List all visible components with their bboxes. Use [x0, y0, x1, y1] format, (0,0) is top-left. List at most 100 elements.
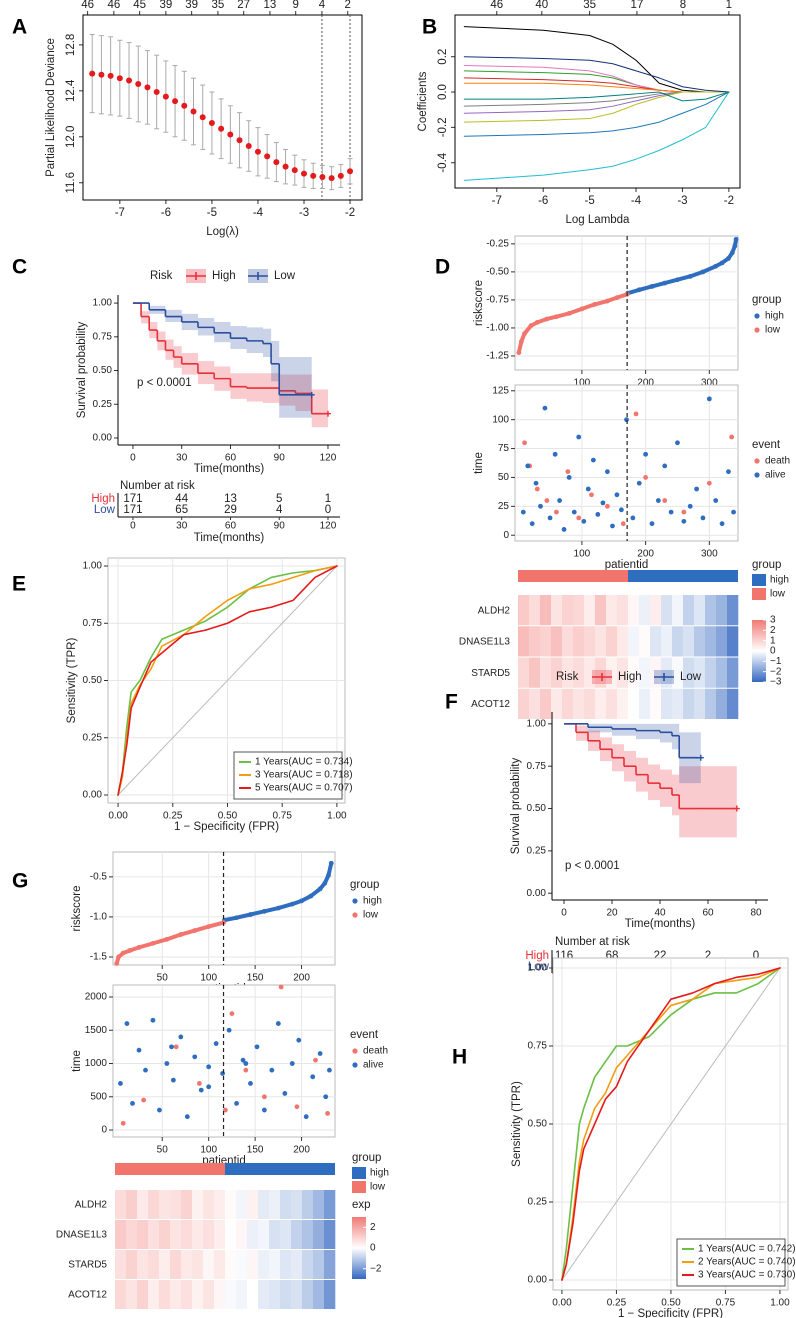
point: [127, 948, 133, 953]
colorbar-label: −2: [770, 666, 782, 677]
point: [516, 350, 522, 356]
row-label: High: [91, 493, 115, 505]
confidence-band: [648, 764, 660, 801]
heatmap-cell: [606, 688, 618, 719]
heatmap-cell: [192, 1190, 204, 1219]
point: [282, 163, 289, 170]
heatmap-cell: [694, 688, 706, 719]
row-label: ALDH2: [478, 605, 511, 616]
point: [254, 148, 261, 155]
y-tick-label: 0.25: [83, 732, 103, 743]
heatmap-cell: [137, 1190, 149, 1219]
heatmap-cell: [258, 1220, 270, 1249]
point: [327, 1067, 332, 1073]
x2-tick-label: 9: [292, 0, 298, 11]
panel-label: H: [452, 1046, 467, 1069]
x-tick-label: -5: [207, 207, 217, 219]
heatmap-cell: [269, 1220, 281, 1249]
row-label: Low: [528, 961, 550, 973]
x-tick-label: 120: [320, 521, 337, 532]
heatmap-cell: [705, 595, 717, 626]
heatmap-cell: [236, 1220, 248, 1249]
point: [170, 1077, 176, 1083]
point: [520, 509, 526, 515]
heatmap-cell: [573, 595, 585, 626]
x2-tick-label: 8: [680, 0, 686, 11]
point: [199, 114, 206, 121]
point: [675, 277, 680, 283]
heatmap-cell: [192, 1250, 204, 1279]
point: [579, 306, 585, 312]
legend-label: death: [765, 456, 790, 467]
point: [289, 1061, 295, 1066]
point: [713, 498, 719, 503]
point: [135, 80, 142, 87]
point: [248, 1081, 253, 1086]
point: [595, 512, 601, 517]
x-tick-label: 0.25: [607, 1298, 627, 1309]
x-axis-label: Log Lambda: [566, 214, 631, 226]
y-tick-label: 0.75: [528, 1041, 548, 1052]
point: [681, 509, 687, 515]
y-tick-label: 0: [101, 1125, 107, 1136]
point: [694, 486, 699, 492]
heatmap-cell: [159, 1220, 171, 1249]
heatmap-cell: [562, 595, 574, 626]
roc-curve: [561, 967, 781, 1281]
heatmap-cell: [159, 1250, 171, 1279]
heatmap-cell: [247, 1190, 259, 1219]
heatmap-cell: [159, 1190, 171, 1219]
legend-key: [754, 472, 760, 478]
coefficient-path: [463, 91, 730, 102]
coefficient-path: [463, 77, 730, 93]
x-axis-label: Time(months): [625, 918, 696, 930]
y-tick-label: 0.00: [83, 790, 103, 801]
heatmap-cell: [639, 595, 651, 626]
heatmap-cell: [672, 688, 684, 719]
roc-curve: [561, 967, 781, 1281]
heatmap-cell: [639, 626, 651, 657]
point: [600, 500, 606, 506]
colorbar-label: −1: [770, 656, 782, 667]
x-axis-label: patientid: [605, 559, 648, 571]
x2-tick-label: 35: [583, 0, 596, 11]
risk-count: 171: [123, 493, 142, 505]
y-tick-label: 0.50: [83, 675, 103, 686]
roc-curve: [117, 565, 338, 796]
point: [619, 507, 624, 513]
colorbar-label: 2: [770, 625, 776, 636]
heatmap-cell: [148, 1250, 160, 1279]
heatmap-cell: [617, 595, 629, 626]
x-tick-label: 0.00: [108, 811, 128, 822]
x-tick-label: 200: [637, 549, 654, 560]
legend-key: [186, 272, 206, 280]
point: [326, 872, 331, 878]
heatmap-cell: [214, 1280, 226, 1309]
x-tick-label: 60: [225, 521, 237, 532]
heatmap-cell: [170, 1280, 182, 1309]
point: [675, 440, 680, 446]
heatmap-cell: [562, 626, 574, 657]
diagonal: [561, 967, 781, 1281]
point: [328, 175, 335, 182]
diagonal: [117, 565, 338, 796]
x-tick-label: 100: [574, 378, 591, 389]
point: [136, 1047, 142, 1053]
x-tick-label: 60: [225, 453, 237, 464]
x-tick-label: 20: [606, 908, 618, 919]
point: [178, 1034, 184, 1040]
x-tick-label: -2: [345, 207, 355, 219]
heatmap-cell: [639, 657, 651, 688]
point: [313, 1057, 318, 1063]
coefficient-path: [463, 91, 730, 137]
y-tick-label: 1.00: [527, 718, 547, 729]
heatmap-cell: [518, 626, 530, 657]
point: [733, 236, 739, 242]
heatmap-cell: [650, 657, 662, 688]
risk-count: 171: [123, 504, 142, 516]
heatmap-cell: [324, 1250, 336, 1279]
heatmap-cell: [628, 688, 640, 719]
point: [649, 521, 655, 527]
point: [542, 405, 548, 411]
y-tick-label: 0.75: [527, 761, 547, 772]
